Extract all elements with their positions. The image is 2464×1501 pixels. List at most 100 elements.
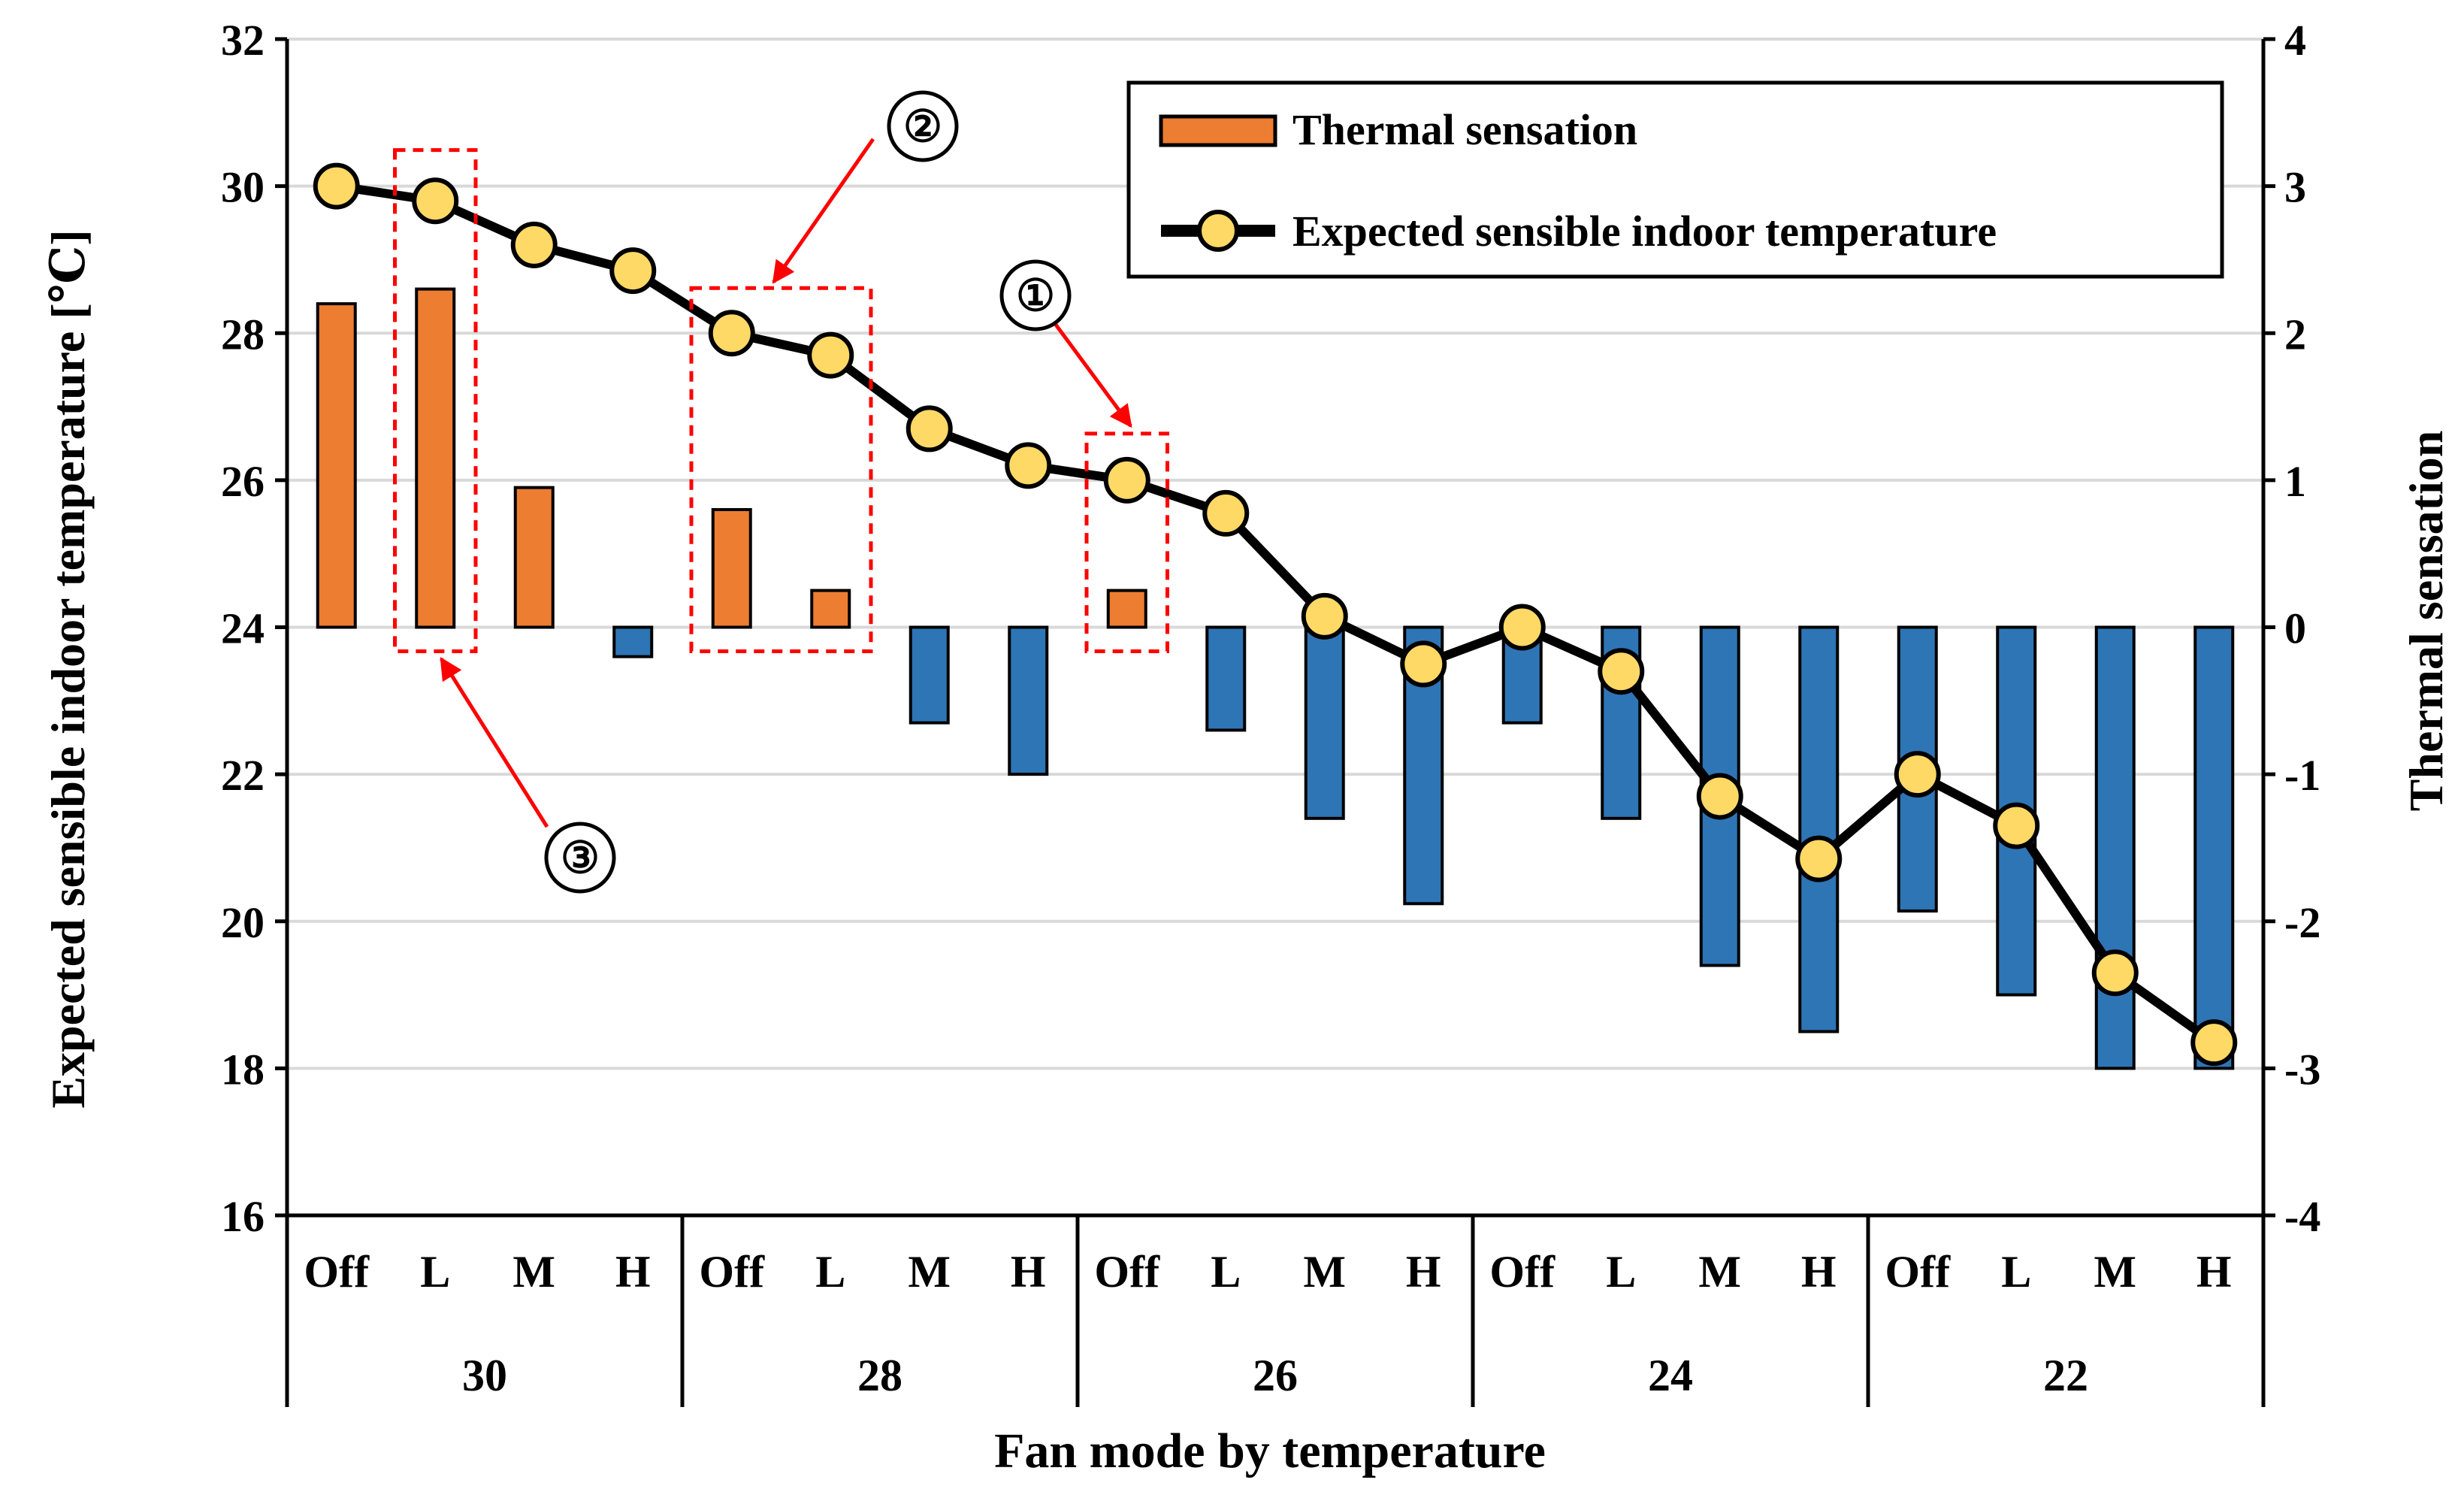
callout-label-2: ② — [903, 102, 942, 151]
y-tick-label-right: -1 — [2284, 751, 2320, 800]
line-point-18 — [1993, 802, 2040, 849]
bar-5 — [711, 508, 752, 629]
x-group-label: 28 — [857, 1351, 902, 1400]
x-mode-label: L — [1211, 1247, 1241, 1297]
x-mode-label: M — [512, 1247, 555, 1297]
line-point-3 — [510, 221, 558, 268]
y-tick-label-left: 30 — [221, 163, 265, 212]
line-point-16 — [1795, 835, 1843, 882]
axes — [275, 37, 2275, 1407]
y-axis-right-title: Thermal sensation — [2399, 431, 2453, 812]
callout-1: ① — [999, 259, 1072, 331]
callout-circle-1 — [999, 259, 1072, 331]
x-mode-label: L — [1606, 1247, 1636, 1297]
legend-box — [1126, 80, 2224, 279]
annotation-arrow-2 — [772, 138, 875, 284]
x-group-label: 26 — [1253, 1351, 1298, 1400]
bar-20 — [2193, 625, 2235, 1070]
line-point-6 — [807, 331, 854, 379]
x-mode-label: H — [1801, 1247, 1837, 1297]
y-tick-label-left: 22 — [221, 751, 265, 800]
y-axis-left-title: Expected sensible indoor temperature [℃] — [41, 229, 95, 1108]
line-point-15 — [1696, 773, 1743, 820]
x-mode-label: M — [1303, 1247, 1346, 1297]
legend-bar-swatch — [1159, 114, 1277, 147]
callout-circle-3 — [544, 822, 616, 894]
x-group-label: 22 — [2043, 1351, 2088, 1400]
callout-label-3: ③ — [561, 834, 600, 882]
callout-circle-2 — [887, 90, 959, 162]
x-mode-label: L — [2001, 1247, 2031, 1297]
y-tick-label-right: -4 — [2284, 1192, 2320, 1241]
y-tick-label-left: 24 — [221, 604, 265, 653]
line-point-1 — [313, 162, 360, 210]
x-mode-label: H — [1011, 1247, 1046, 1297]
annotation-arrow-3 — [440, 656, 549, 828]
y-tick-label-right: -3 — [2284, 1045, 2320, 1094]
line-point-5 — [708, 310, 755, 357]
x-mode-label: H — [615, 1247, 651, 1297]
line-point-19 — [2091, 949, 2139, 997]
y-tick-label-left: 26 — [221, 457, 265, 506]
bar-9 — [1106, 589, 1147, 629]
x-axis-title: Fan mode by temperature — [994, 1424, 1546, 1478]
annotation-box-1 — [1084, 431, 1169, 653]
line-point-17 — [1894, 751, 1941, 798]
x-mode-label: Off — [1094, 1247, 1160, 1297]
y-tick-label-left: 32 — [221, 16, 265, 65]
x-mode-label: H — [2196, 1247, 2232, 1297]
legend-marker-swatch — [1197, 210, 1239, 252]
bar-6 — [810, 589, 851, 629]
y-tick-label-left: 18 — [221, 1045, 265, 1094]
bar-10 — [1205, 625, 1247, 732]
line-path — [335, 181, 2217, 1047]
annotations — [393, 138, 1169, 828]
bar-3 — [513, 486, 555, 629]
y-tick-label-right: 4 — [2284, 16, 2306, 65]
callout-3: ③ — [544, 822, 616, 894]
y-tick-label-left: 16 — [221, 1192, 265, 1241]
line-point-20 — [2190, 1019, 2238, 1067]
y-tick-label-right: 3 — [2284, 163, 2306, 212]
line-point-4 — [609, 247, 657, 295]
line-point-2 — [412, 177, 459, 225]
x-mode-label: L — [815, 1247, 845, 1297]
bar-16 — [1798, 625, 1840, 1033]
bar-4 — [612, 625, 654, 658]
legend-label-expected-temperature: Expected sensible indoor temperature — [1292, 207, 1997, 256]
x-group-label: 30 — [462, 1351, 507, 1400]
annotation-box-3 — [393, 148, 478, 653]
legend: Thermal sensation Expected sensible indo… — [1126, 80, 2224, 279]
x-mode-label: M — [1698, 1247, 1741, 1297]
line-point-12 — [1400, 640, 1447, 688]
x-mode-label: H — [1406, 1247, 1441, 1297]
legend-label-thermal-sensation: Thermal sensation — [1292, 105, 1637, 154]
bar-2 — [415, 287, 456, 629]
line-point-11 — [1301, 592, 1348, 640]
y-tick-label-right: 0 — [2284, 604, 2306, 653]
x-mode-label: Off — [699, 1247, 765, 1297]
bar-series-thermal-sensation — [316, 287, 2235, 1070]
annotation-arrow-1 — [1054, 323, 1132, 428]
bar-1 — [316, 302, 357, 629]
line-point-9 — [1103, 456, 1150, 504]
annotation-box-2 — [689, 286, 873, 653]
line-series-expected-temperature — [313, 162, 2238, 1067]
bar-7 — [909, 625, 950, 725]
y-tick-label-left: 28 — [221, 310, 265, 359]
axis-labels: 16 18 20 22 24 26 28 30 32 -4 -3 -2 -1 0 1 2 3 4 Off L M H Off… — [221, 16, 2320, 1400]
y-tick-label-right: -2 — [2284, 898, 2320, 947]
x-mode-label: M — [2094, 1247, 2136, 1297]
line-point-13 — [1498, 604, 1546, 651]
line-point-7 — [905, 405, 953, 452]
bar-19 — [2094, 625, 2136, 1070]
callout-2: ② — [887, 90, 959, 162]
x-mode-label: Off — [1885, 1247, 1951, 1297]
x-mode-label: L — [420, 1247, 450, 1297]
bar-11 — [1304, 625, 1345, 820]
y-tick-label-right: 2 — [2284, 310, 2306, 359]
y-tick-label-right: 1 — [2284, 457, 2306, 506]
y-tick-label-left: 20 — [221, 898, 265, 947]
x-group-label: 24 — [1648, 1351, 1693, 1400]
line-point-10 — [1202, 489, 1250, 537]
